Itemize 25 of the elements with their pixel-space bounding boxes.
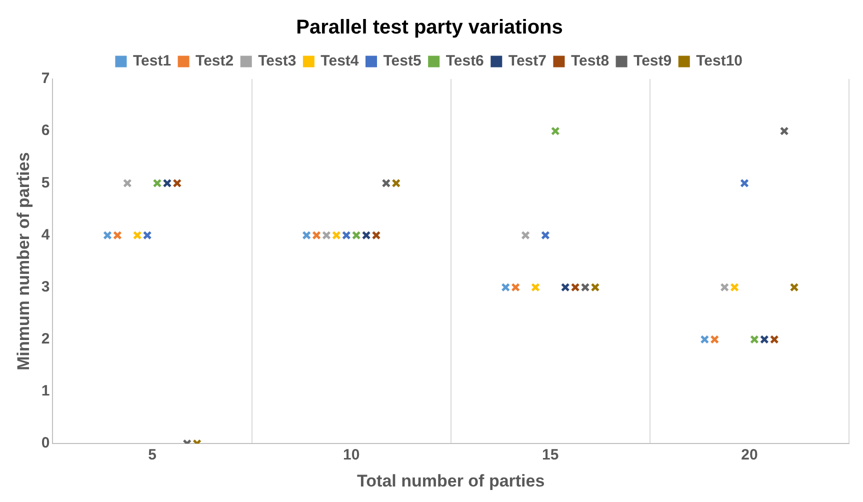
x-tick-label: 20 (741, 446, 758, 464)
x-tick-label: 5 (148, 446, 156, 464)
chart-title: Parallel test party variations (296, 16, 563, 39)
legend-label: Test3 (258, 52, 296, 70)
legend-label: Test10 (696, 52, 743, 70)
y-tick-label: 6 (41, 122, 50, 140)
legend-label: Test2 (196, 52, 234, 70)
legend-label: Test4 (320, 52, 360, 70)
x-tick-label: 10 (342, 446, 360, 464)
legend-label: Test1 (132, 52, 172, 70)
y-tick-label: 7 (41, 70, 50, 88)
y-tick-label: 1 (41, 382, 50, 400)
legend-label: Test8 (570, 52, 610, 70)
y-tick-label: 3 (41, 278, 50, 296)
legend-label: Test7 (508, 52, 546, 70)
legend-label: Test6 (446, 52, 484, 70)
legend-label: Test5 (383, 52, 422, 70)
y-tick-label: 5 (41, 174, 50, 192)
legend-label: Test9 (634, 52, 672, 70)
x-axis-title: Total number of parties (357, 471, 545, 490)
y-tick-label: 0 (41, 434, 50, 452)
x-tick-label: 15 (542, 446, 559, 464)
y-tick-label: 2 (41, 330, 50, 348)
y-axis-title: Minmum number of parties (14, 152, 33, 370)
y-tick-label: 4 (41, 226, 50, 244)
